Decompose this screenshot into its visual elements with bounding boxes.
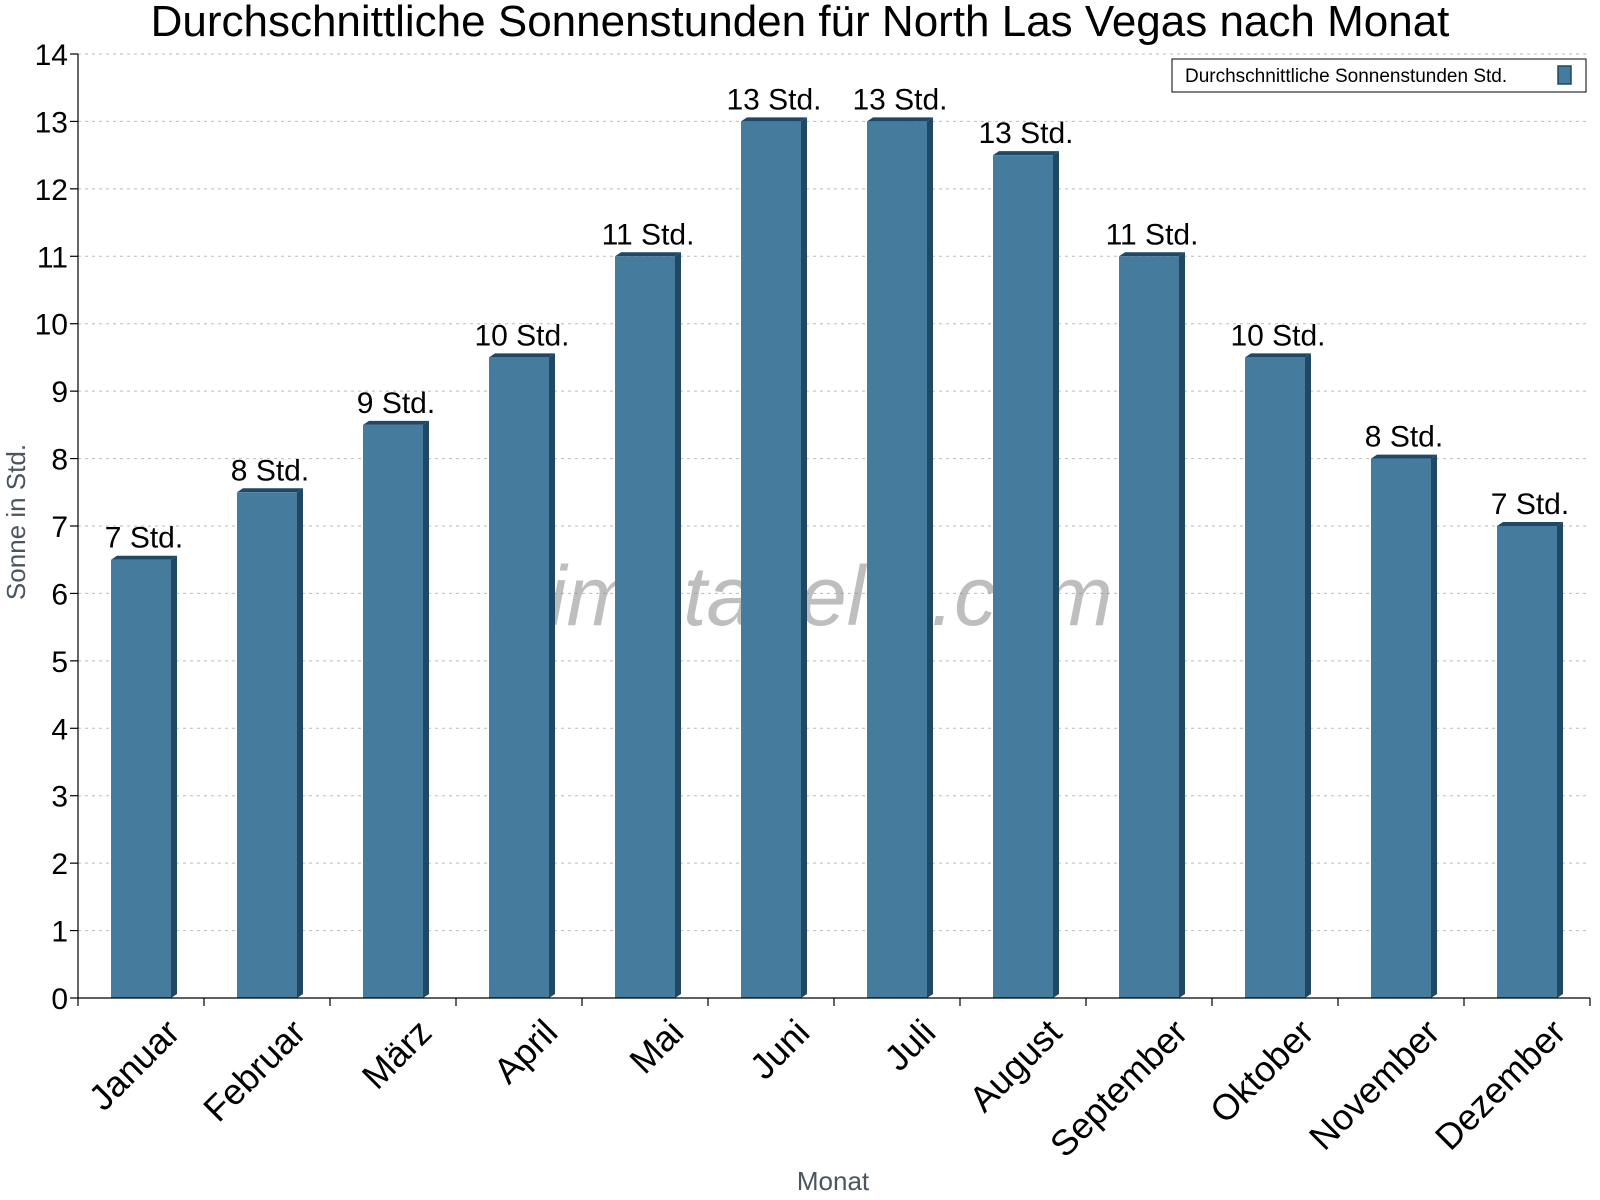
x-tick-label: September — [1042, 1011, 1196, 1165]
x-tick-label: Oktober — [1202, 1011, 1322, 1131]
bar-front — [867, 121, 927, 998]
bar-top — [489, 353, 555, 358]
y-tick-label: 7 — [51, 511, 68, 544]
y-axis-label: Sonne in Std. — [1, 444, 31, 600]
bar — [993, 151, 1059, 999]
bar-top — [111, 555, 177, 560]
data-label: 13 Std. — [978, 117, 1073, 150]
y-tick-label: 10 — [35, 309, 68, 342]
y-tick-label: 2 — [51, 848, 68, 881]
bar-side — [171, 555, 177, 998]
bar — [237, 488, 303, 998]
bar-front — [615, 256, 675, 998]
bar — [111, 555, 177, 998]
bar-front — [111, 559, 171, 998]
bars — [111, 117, 1563, 999]
bar-front — [1497, 526, 1557, 998]
y-tick-label: 0 — [51, 983, 68, 1016]
data-label: 7 Std. — [1491, 488, 1569, 521]
bar-top — [1371, 454, 1437, 459]
bar-front — [1245, 357, 1305, 998]
y-tick-label: 12 — [35, 174, 68, 207]
y-tick-label: 3 — [51, 781, 68, 814]
bar-top — [867, 117, 933, 122]
bar-top — [1497, 522, 1563, 526]
x-tick-label: November — [1301, 1011, 1447, 1157]
bar-side — [1305, 353, 1311, 998]
chart-title: Durchschnittliche Sonnenstunden für Nort… — [151, 0, 1450, 46]
x-axis-label: Monat — [797, 1166, 870, 1196]
bar-front — [489, 357, 549, 998]
data-label: 10 Std. — [474, 319, 569, 352]
x-tick-label: Mai — [621, 1011, 691, 1081]
y-tick-label: 4 — [51, 713, 68, 746]
legend-label: Durchschnittliche Sonnenstunden Std. — [1185, 66, 1507, 87]
bar-side — [423, 420, 429, 998]
bar — [1371, 454, 1437, 999]
bar-side — [801, 117, 807, 998]
bar-side — [1179, 252, 1185, 999]
bar-side — [927, 117, 933, 998]
bar-side — [1431, 454, 1437, 999]
x-tick-label: August — [961, 1011, 1069, 1119]
legend-swatch — [1557, 65, 1572, 85]
bar-top — [363, 420, 429, 425]
bar-top — [237, 488, 303, 493]
bar-side — [675, 252, 681, 999]
bar — [867, 117, 933, 998]
bar — [489, 353, 555, 998]
bar-front — [741, 121, 801, 998]
y-tick-label: 11 — [37, 241, 68, 274]
x-tick-label: Februar — [195, 1011, 313, 1129]
bar-front — [237, 492, 297, 998]
bar-front — [993, 155, 1053, 999]
bar-top — [615, 252, 681, 257]
y-tick-label: 8 — [51, 444, 68, 477]
x-tick-label: Juni — [742, 1011, 818, 1087]
data-label: 13 Std. — [726, 83, 821, 116]
bar-top — [741, 117, 807, 122]
data-label: 11 Std. — [1106, 218, 1199, 251]
bar — [1245, 353, 1311, 998]
bar — [741, 117, 807, 998]
bar — [615, 252, 681, 999]
data-label: 11 Std. — [602, 218, 695, 251]
legend: Durchschnittliche Sonnenstunden Std. — [1171, 58, 1587, 93]
bar-top — [1245, 353, 1311, 358]
bar-top — [1119, 252, 1185, 257]
y-tick-label: 6 — [51, 578, 68, 611]
bar-side — [1053, 151, 1059, 999]
y-tick-label: 13 — [35, 106, 68, 139]
x-tick-label: Juli — [876, 1011, 943, 1078]
data-label: 10 Std. — [1230, 319, 1325, 352]
x-tick-label: März — [354, 1011, 440, 1097]
data-label: 13 Std. — [852, 83, 947, 116]
data-label: 7 Std. — [105, 522, 183, 555]
y-tick-label: 9 — [51, 376, 68, 409]
legend-box — [1171, 58, 1587, 93]
x-tick-label: Januar — [81, 1011, 188, 1118]
bar-top — [993, 151, 1059, 156]
bar — [1119, 252, 1185, 999]
bar — [363, 420, 429, 998]
y-tick-label: 14 — [35, 39, 68, 72]
bar-side — [1557, 522, 1563, 998]
data-label: 8 Std. — [231, 454, 309, 487]
y-tick-label: 1 — [51, 916, 68, 949]
bar-front — [1371, 458, 1431, 999]
bar — [1497, 522, 1563, 998]
bar-side — [297, 488, 303, 998]
bar-front — [1119, 256, 1179, 998]
data-label: 8 Std. — [1365, 421, 1443, 454]
bar-side — [549, 353, 555, 998]
gridlines — [78, 53, 1590, 932]
data-labels: 7 Std. 8 Std. 9 Std. 10 Std. 11 Std. 13 Std. 1… — [105, 83, 1569, 554]
y-tick-label: 5 — [51, 646, 68, 679]
x-tick-label: Dezember — [1427, 1011, 1573, 1157]
x-tick-label: April — [485, 1011, 565, 1091]
data-label: 9 Std. — [357, 387, 435, 420]
bar-front — [363, 424, 423, 998]
